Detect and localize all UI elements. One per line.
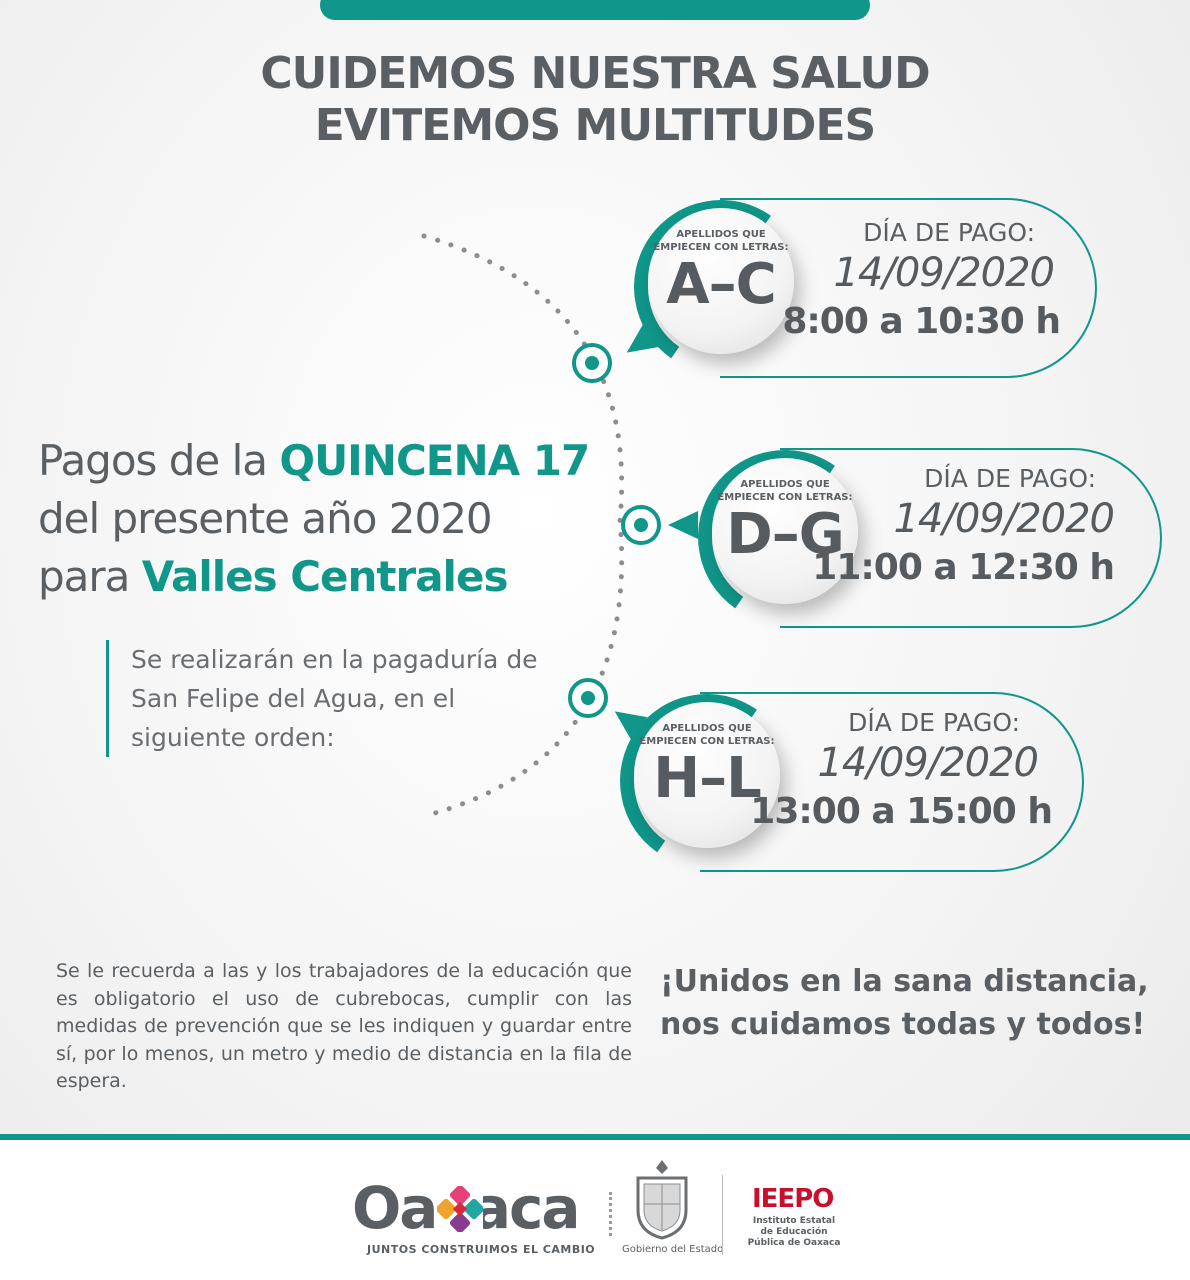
title-quincena: QUINCENA 17 [279,436,590,485]
payment-info-h-l: DÍA DE PAGO: 14/09/2020 13:00 a 15:00 h [750,708,1053,836]
payment-time: 8:00 a 10:30 h [782,301,1061,342]
title-line-2: del presente año 2020 [38,494,493,543]
ieepo-logo: IEEPO [752,1184,834,1214]
payment-day-label: DÍA DE PAGO: [848,708,1020,737]
target-marker-icon [621,505,661,545]
gobierno-label: Gobierno del Estado [622,1244,724,1255]
footer-separator [722,1175,723,1255]
badge-caption: APELLIDOS QUE EMPIECEN CON LETRAS: [717,479,853,503]
headline: CUIDEMOS NUESTRA SALUD EVITEMOS MULTITUD… [0,48,1190,152]
badge-letters: H–L [653,746,762,811]
schedule-card-a-c [720,198,1097,378]
state-seal-icon [636,1160,688,1240]
badge-caption: APELLIDOS QUE EMPIECEN CON LETRAS: [639,723,775,747]
letters-badge-h-l: APELLIDOS QUE EMPIECEN CON LETRAS: H–L [606,680,808,882]
letters-badge-a-c: APELLIDOS QUE EMPIECEN CON LETRAS: A–C [620,186,822,388]
letters-badge-d-g: APELLIDOS QUE EMPIECEN CON LETRAS: D–G [684,436,886,638]
ieepo-subtitle: Instituto Estatal de Educación Pública d… [747,1216,841,1248]
target-marker-icon [568,678,608,718]
payment-day-label: DÍA DE PAGO: [863,218,1035,247]
schedule-card-d-g [780,448,1162,628]
payment-time: 11:00 a 12:30 h [812,547,1115,588]
payment-date: 14/09/2020 [817,740,1039,786]
title-prefix-1: Pagos de la [38,436,280,485]
title-prefix-3: para [38,552,142,601]
headline-line-2: EVITEMOS MULTITUDES [314,100,876,151]
oaxaca-slogan: JUNTOS CONSTRUIMOS EL CAMBIO [367,1243,596,1256]
slogan-line-1: ¡Unidos en la sana distancia, [660,964,1149,999]
payment-info-d-g: DÍA DE PAGO: 14/09/2020 11:00 a 12:30 h [812,464,1115,592]
reminder-text: Se le recuerda a las y los trabajadores … [56,960,632,1092]
footer-separator [609,1192,612,1236]
schedule-card-h-l [700,692,1084,872]
footer [0,1140,1190,1280]
title-region: Valles Centrales [141,552,509,601]
main-title: Pagos de la QUINCENA 17 del presente año… [38,432,598,606]
slogan: ¡Unidos en la sana distancia, nos cuidam… [660,960,1160,1046]
slogan-line-2: nos cuidamos todas y todos! [660,1007,1146,1042]
headline-line-1: CUIDEMOS NUESTRA SALUD [260,48,930,99]
payment-time: 13:00 a 15:00 h [750,791,1053,832]
payment-info-a-c: DÍA DE PAGO: 14/09/2020 8:00 a 10:30 h [782,218,1061,346]
badge-letters: A–C [666,252,776,317]
oaxaca-x-icon [437,1186,483,1232]
intro-text: Se realizarán en la pagaduría de San Fel… [106,640,551,757]
badge-letters: D–G [726,502,844,567]
payment-date: 14/09/2020 [833,250,1055,296]
payment-day-label: DÍA DE PAGO: [924,464,1096,493]
footer-divider [0,1134,1190,1140]
payment-date: 14/09/2020 [893,496,1115,542]
target-marker-icon [572,343,612,383]
top-accent-bar [320,0,870,20]
badge-caption: APELLIDOS QUE EMPIECEN CON LETRAS: [653,229,789,253]
pointer-icon [668,511,698,539]
